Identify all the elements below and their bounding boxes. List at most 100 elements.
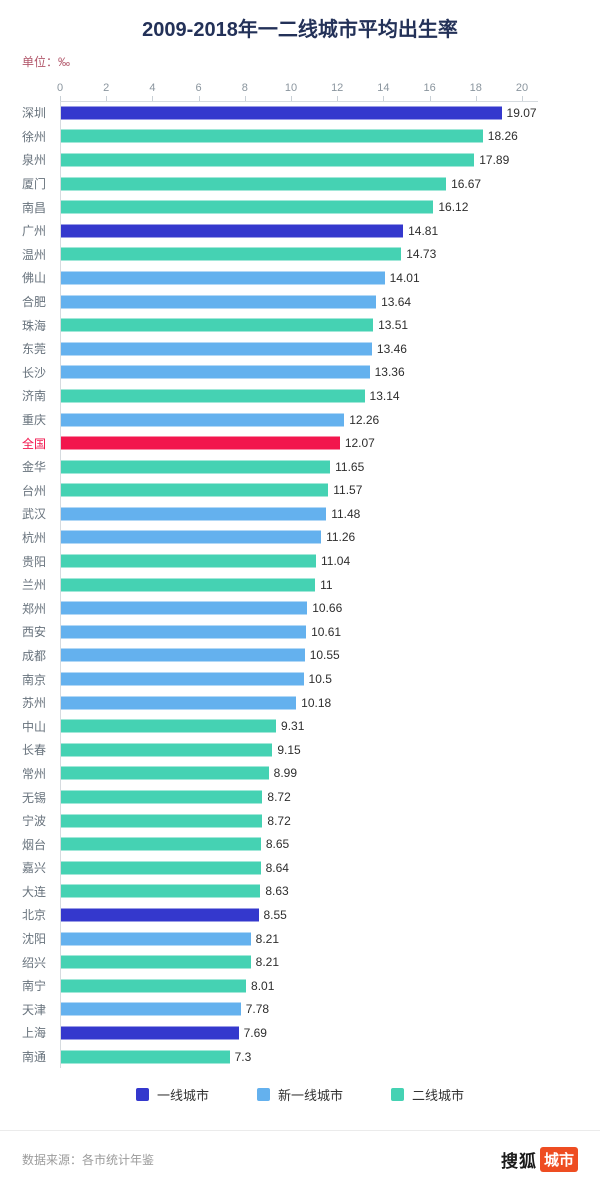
city-label: 合肥	[22, 295, 47, 310]
bar-row: 重庆 12.26	[22, 408, 578, 432]
bar	[61, 884, 261, 898]
bar-track: 12.07	[60, 431, 522, 455]
bar	[61, 955, 251, 969]
bar-track: 13.14	[60, 384, 522, 408]
bar-row: 济南 13.14	[22, 384, 578, 408]
bar-track: 11.04	[60, 549, 522, 573]
bar-track: 14.01	[60, 266, 522, 290]
value-label: 12.26	[349, 412, 380, 427]
value-label: 13.46	[376, 341, 407, 356]
x-axis-tick-mark	[429, 96, 431, 101]
legend-label: 新一线城市	[277, 1087, 343, 1103]
bar	[61, 979, 247, 993]
bar-row: 武汉 11.48	[22, 502, 578, 526]
bar	[61, 483, 329, 497]
bar-track: 10.66	[60, 596, 522, 620]
sohu-city-logo: 搜狐 城市	[500, 1147, 578, 1173]
bar	[61, 648, 305, 662]
bar-track: 10.55	[60, 644, 522, 668]
city-label: 长春	[22, 743, 47, 758]
legend-swatch	[391, 1087, 404, 1101]
value-label: 8.01	[251, 978, 275, 993]
bar-row: 无锡 8.72	[22, 785, 578, 809]
brand-text: 搜狐	[500, 1152, 537, 1172]
value-label: 8.65	[265, 837, 290, 852]
x-axis-tick-label: 18	[469, 82, 482, 94]
city-label: 重庆	[22, 413, 47, 428]
x-axis-tick-label: 0	[56, 82, 64, 94]
bar	[61, 696, 297, 710]
bar-track: 19.07	[60, 101, 537, 125]
legend-swatch	[256, 1087, 270, 1101]
bar	[61, 908, 259, 922]
x-axis-tick-mark	[198, 96, 200, 101]
bar-track: 8.01	[60, 974, 522, 998]
city-label: 厦门	[22, 177, 47, 192]
bar-row: 佛山 14.01	[22, 266, 578, 290]
bar-row: 合肥 13.64	[22, 290, 578, 314]
bar	[61, 247, 402, 261]
bar-row: 温州 14.73	[22, 243, 578, 267]
x-axis-tick-mark	[106, 96, 108, 101]
city-label: 烟台	[22, 837, 47, 852]
value-label: 16.67	[451, 176, 482, 191]
bar	[61, 578, 316, 592]
bar-row: 常州 8.99	[22, 762, 578, 786]
x-axis-tick-mark	[244, 96, 246, 101]
bar	[61, 790, 263, 804]
bar-track: 8.72	[60, 809, 522, 833]
city-label: 武汉	[22, 507, 47, 522]
bar	[61, 625, 307, 639]
city-label: 宁波	[22, 814, 47, 829]
x-axis-tick-label: 10	[284, 82, 298, 94]
bar-track: 11.65	[60, 455, 522, 479]
y-axis-line	[60, 101, 61, 1069]
city-label: 南昌	[22, 200, 47, 215]
bar-track: 8.55	[60, 903, 522, 927]
city-label: 南京	[22, 672, 47, 687]
bar	[61, 1050, 230, 1064]
bar	[61, 389, 365, 403]
legend-swatch	[135, 1087, 149, 1101]
city-label: 嘉兴	[22, 861, 47, 876]
bar-track: 18.26	[60, 125, 522, 149]
value-label: 13.64	[381, 294, 412, 309]
value-label: 17.89	[479, 152, 510, 167]
value-label: 11.65	[335, 459, 365, 474]
bar-row: 徐州 18.26	[22, 125, 578, 149]
value-label: 8.21	[255, 931, 279, 946]
bar	[61, 365, 370, 379]
city-label: 南通	[22, 1050, 47, 1065]
x-axis-tick-label: 2	[103, 82, 110, 94]
city-label: 徐州	[22, 129, 47, 144]
x-axis-tick-label: 16	[423, 82, 436, 94]
bar	[61, 153, 475, 167]
value-label: 16.12	[438, 200, 469, 215]
legend-item: 一线城市	[135, 1085, 209, 1104]
city-label: 济南	[22, 389, 47, 404]
bar	[61, 601, 308, 615]
bar-track: 11.57	[60, 479, 522, 503]
value-label: 18.26	[487, 129, 518, 144]
chart-rows: 深圳 19.07 徐州 18.26 泉州 17.89 厦门 16.67 南昌 16.12 广州 14.…	[22, 101, 578, 1069]
value-label: 8.64	[265, 860, 289, 875]
bar-track: 8.21	[60, 950, 522, 974]
bar	[61, 177, 447, 191]
data-source-label: 数据来源：各市统计年鉴	[22, 1153, 155, 1168]
city-label: 西安	[22, 625, 47, 640]
bar	[61, 814, 263, 828]
footer: 数据来源：各市统计年鉴 搜狐 城市	[0, 1131, 600, 1173]
bar	[61, 672, 304, 686]
city-label: 杭州	[22, 530, 47, 545]
x-axis-tick-label: 20	[515, 82, 529, 94]
bar-row: 深圳 19.07	[22, 101, 578, 125]
bar-row: 珠海 13.51	[22, 313, 578, 337]
city-label: 大连	[22, 884, 47, 899]
bar-track: 16.67	[60, 172, 522, 196]
bar-row: 绍兴 8.21	[22, 950, 578, 974]
bar-row: 贵阳 11.04	[22, 549, 578, 573]
bar-track: 7.78	[60, 998, 522, 1022]
city-label: 绍兴	[22, 955, 47, 970]
value-label: 11.48	[331, 506, 361, 521]
bar-row: 台州 11.57	[22, 479, 578, 503]
